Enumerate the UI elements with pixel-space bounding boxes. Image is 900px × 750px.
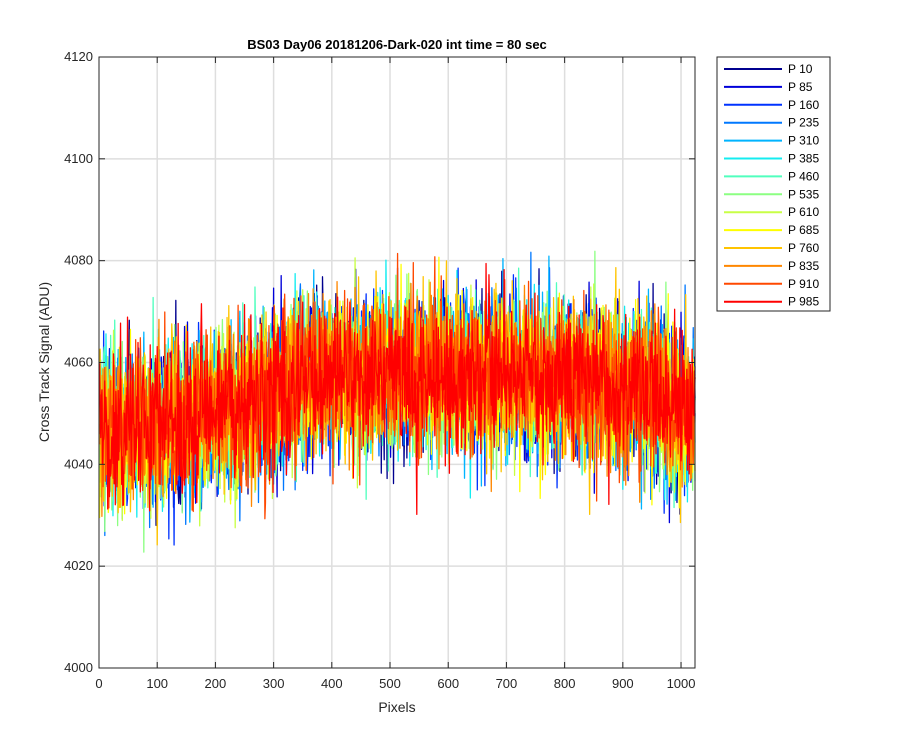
legend-entry-label: P 685 — [788, 223, 819, 237]
legend-entry-label: P 610 — [788, 205, 819, 219]
legend-entry-label: P 535 — [788, 187, 819, 201]
legend-entry-label: P 10 — [788, 62, 813, 76]
legend-entry-label: P 85 — [788, 80, 813, 94]
legend-entry-label: P 385 — [788, 152, 819, 166]
y-axis-label: Cross Track Signal (ADU) — [36, 282, 52, 442]
legend-entry-label: P 310 — [788, 134, 819, 148]
legend-items: P 10 P 85 P 160 P 235 P 310 P 385 P 460 P 535 P … — [724, 62, 819, 309]
x-axis-label: Pixels — [378, 699, 415, 715]
legend-entry-label: P 235 — [788, 116, 819, 130]
legend-entry-label: P 910 — [788, 277, 819, 291]
legend-entry-label: P 760 — [788, 241, 819, 255]
x-tick-label: 700 — [496, 676, 518, 691]
y-tick-label: 4060 — [64, 355, 93, 370]
y-axis-ticks: 4000 4020 4040 4060 4080 4100 4120 — [64, 49, 695, 675]
legend-entry-label: P 835 — [788, 259, 819, 273]
legend-entry-label: P 460 — [788, 169, 819, 183]
series-lines — [98, 250, 696, 553]
legend: P 10 P 85 P 160 P 235 P 310 P 385 P 460 P 535 P … — [716, 56, 831, 312]
y-tick-label: 4040 — [64, 456, 93, 471]
x-tick-label: 300 — [263, 676, 285, 691]
y-tick-label: 4120 — [64, 49, 93, 64]
legend-entry-label: P 160 — [788, 98, 819, 112]
x-tick-label: 800 — [554, 676, 576, 691]
y-tick-label: 4000 — [64, 660, 93, 675]
x-tick-label: 500 — [379, 676, 401, 691]
chart-title: BS03 Day06 20181206-Dark-020 int time = … — [247, 37, 547, 52]
x-tick-label: 1000 — [667, 676, 696, 691]
legend-entry-label: P 985 — [788, 295, 819, 309]
x-axis-ticks: 0 100 200 300 400 500 600 700 800 900 1000 — [95, 57, 695, 691]
series-line-p985 — [98, 262, 696, 515]
x-tick-label: 100 — [146, 676, 168, 691]
x-tick-label: 400 — [321, 676, 343, 691]
x-tick-label: 200 — [205, 676, 227, 691]
y-tick-label: 4080 — [64, 253, 93, 268]
x-tick-label: 900 — [612, 676, 634, 691]
legend-box — [716, 56, 831, 312]
x-tick-label: 600 — [437, 676, 459, 691]
y-tick-label: 4020 — [64, 558, 93, 573]
y-tick-label: 4100 — [64, 151, 93, 166]
x-tick-label: 0 — [95, 676, 102, 691]
